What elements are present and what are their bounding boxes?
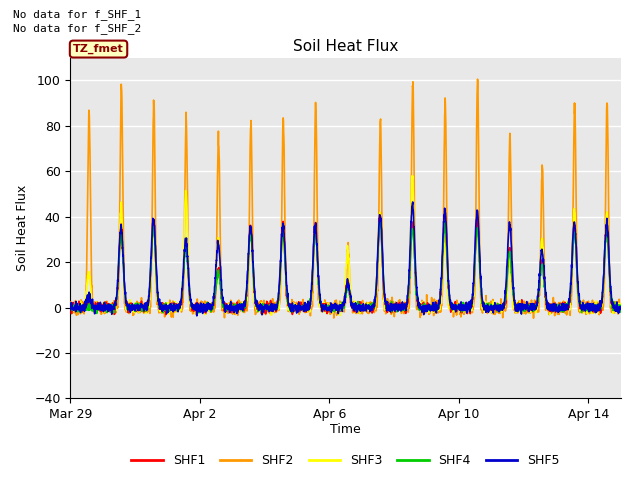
X-axis label: Time: Time	[330, 422, 361, 435]
Legend: SHF1, SHF2, SHF3, SHF4, SHF5: SHF1, SHF2, SHF3, SHF4, SHF5	[127, 449, 564, 472]
Text: No data for f_SHF_1: No data for f_SHF_1	[13, 9, 141, 20]
Title: Soil Heat Flux: Soil Heat Flux	[293, 39, 398, 54]
Text: TZ_fmet: TZ_fmet	[73, 44, 124, 54]
Y-axis label: Soil Heat Flux: Soil Heat Flux	[16, 185, 29, 271]
Text: No data for f_SHF_2: No data for f_SHF_2	[13, 23, 141, 34]
